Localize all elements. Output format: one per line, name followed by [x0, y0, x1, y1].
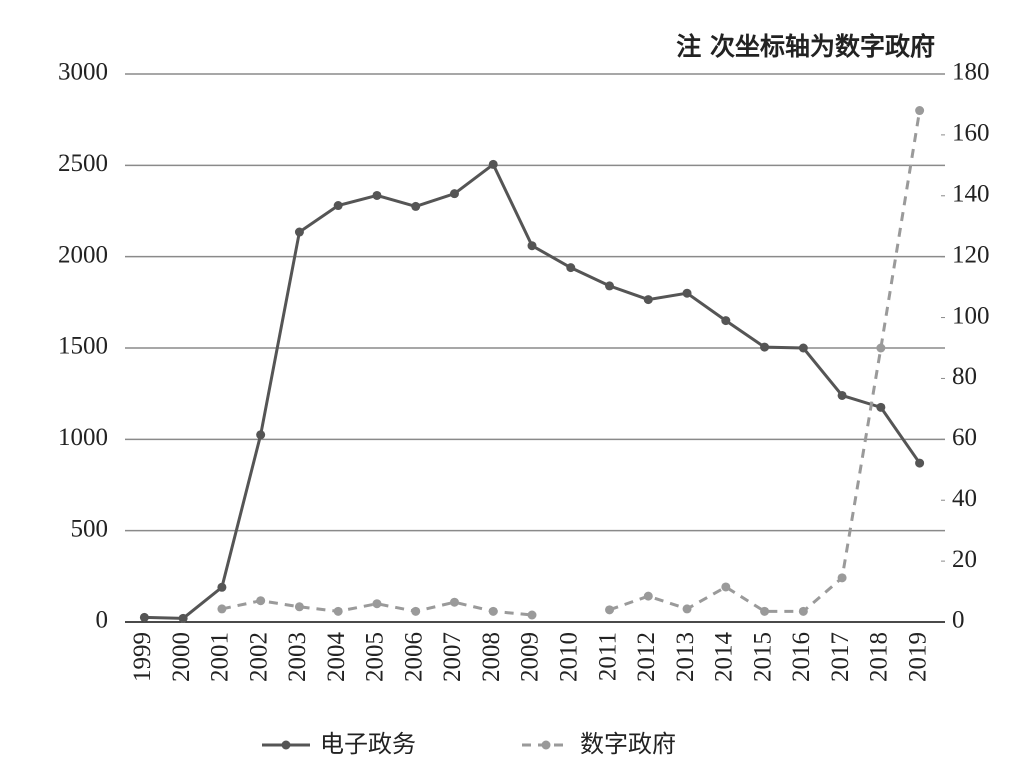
y-tick-label: 0: [96, 607, 109, 634]
data-point: [760, 342, 770, 352]
x-tick-label: 2001: [207, 632, 234, 682]
x-tick-label: 2004: [323, 632, 350, 683]
y-tick-label: 500: [71, 515, 109, 542]
x-tick-label: 2000: [168, 632, 195, 682]
x-tick-label: 2017: [827, 632, 854, 682]
x-tick-label: 2007: [439, 632, 466, 682]
legend-marker: [281, 740, 291, 750]
data-point: [915, 106, 925, 116]
y-tick-label: 1500: [58, 333, 108, 360]
data-point: [876, 343, 886, 353]
y-tick-label: 1000: [58, 424, 108, 451]
data-point: [294, 227, 304, 237]
y-tick-label: 2500: [58, 150, 108, 177]
data-point: [798, 606, 808, 616]
legend-marker: [541, 740, 551, 750]
data-point: [837, 390, 847, 400]
x-tick-label: 2003: [284, 632, 311, 682]
x-tick-label: 2006: [400, 632, 427, 682]
data-point: [605, 605, 615, 615]
x-tick-label: 2008: [478, 632, 505, 682]
data-point: [798, 343, 808, 353]
data-point: [721, 582, 731, 592]
data-point: [643, 295, 653, 305]
data-point: [217, 582, 227, 592]
x-tick-label: 2016: [788, 632, 815, 682]
data-point: [566, 263, 576, 273]
data-point: [915, 458, 925, 468]
legend-label: 数字政府: [580, 730, 676, 758]
x-tick-label: 2010: [555, 632, 582, 682]
data-point: [178, 613, 188, 623]
data-point: [449, 597, 459, 607]
y2-tick-label: 40: [952, 485, 977, 512]
x-tick-label: 2015: [749, 632, 776, 682]
data-point: [411, 606, 421, 616]
x-tick-label: 2013: [672, 632, 699, 682]
data-point: [488, 159, 498, 169]
series-line: [144, 162, 921, 620]
x-tick-label: 1999: [129, 632, 156, 682]
data-point: [876, 402, 886, 412]
data-point: [605, 281, 615, 291]
y-tick-label: 2000: [58, 241, 108, 268]
y2-tick-label: 100: [952, 302, 990, 329]
data-point: [837, 573, 847, 583]
data-point: [139, 612, 149, 622]
data-point: [760, 606, 770, 616]
legend-label: 电子政务: [320, 730, 416, 758]
data-point: [643, 591, 653, 601]
data-point: [488, 606, 498, 616]
annotation: 注 次坐标轴为数字政府: [676, 32, 935, 61]
y2-tick-label: 80: [952, 363, 977, 390]
x-tick-label: 2011: [594, 632, 621, 681]
x-tick-label: 2005: [362, 632, 389, 682]
data-point: [372, 599, 382, 609]
data-point: [372, 190, 382, 200]
data-point: [256, 430, 266, 440]
x-tick-label: 2014: [711, 632, 738, 683]
data-point: [411, 201, 421, 211]
y2-tick-label: 160: [952, 120, 990, 147]
data-point: [333, 606, 343, 616]
data-point: [682, 604, 692, 614]
y2-tick-label: 140: [952, 181, 990, 208]
x-tick-label: 2009: [517, 632, 544, 682]
x-tick-label: 2012: [633, 632, 660, 682]
data-point: [217, 604, 227, 614]
y2-tick-label: 60: [952, 424, 977, 451]
x-tick-label: 2019: [904, 632, 931, 682]
data-point: [527, 610, 537, 620]
y2-tick-label: 0: [952, 607, 965, 634]
y-tick-label: 3000: [58, 59, 108, 86]
data-point: [527, 241, 537, 251]
data-point: [682, 288, 692, 298]
data-point: [294, 602, 304, 612]
x-tick-label: 2002: [245, 632, 272, 682]
x-tick-label: 2018: [866, 632, 893, 682]
y2-tick-label: 120: [952, 241, 990, 268]
y2-tick-label: 180: [952, 59, 990, 86]
data-point: [256, 596, 266, 606]
data-point: [721, 316, 731, 326]
y2-tick-label: 20: [952, 546, 977, 573]
data-point: [333, 201, 343, 211]
data-point: [449, 189, 459, 199]
series-line: [221, 110, 922, 617]
